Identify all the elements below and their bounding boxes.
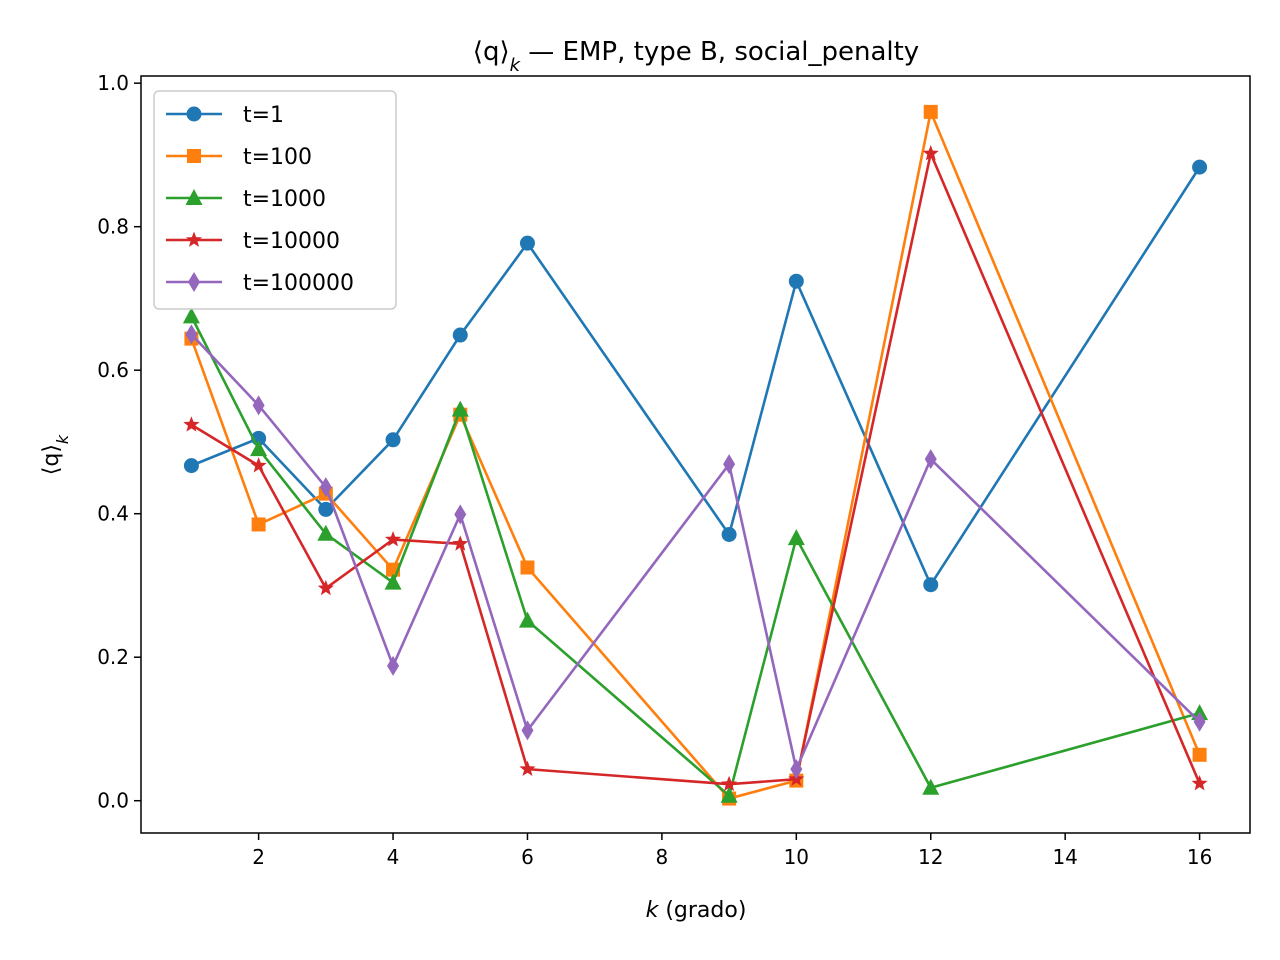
y-tick-label: 0.6 xyxy=(97,358,129,382)
series-layer xyxy=(182,104,1209,806)
legend-label: t=100000 xyxy=(243,271,354,296)
legend-marker xyxy=(188,272,200,292)
chart-title: ⟨q⟩k — EMP, type B, social_penalty xyxy=(473,37,919,76)
legend-marker xyxy=(185,189,203,205)
data-point xyxy=(924,449,937,470)
x-axis: 2 4 6 8 10 12 14 16 xyxy=(252,833,1212,869)
legend-label: t=10000 xyxy=(243,229,340,254)
data-point xyxy=(252,395,265,416)
x-tick-label: 10 xyxy=(784,845,809,869)
data-point xyxy=(452,535,469,551)
y-tick-label: 0.2 xyxy=(97,645,129,669)
data-point xyxy=(454,504,467,525)
series-line xyxy=(190,333,1201,771)
data-point xyxy=(384,573,402,590)
data-point xyxy=(182,307,200,324)
data-point xyxy=(519,235,535,251)
legend-item: t=10000 xyxy=(166,229,340,254)
series-line xyxy=(190,152,1201,786)
y-axis-label: ⟨q⟩k xyxy=(39,434,72,475)
legend-marker xyxy=(186,106,202,122)
x-tick-label: 12 xyxy=(918,845,943,869)
data-point xyxy=(1191,774,1208,791)
data-point xyxy=(1192,159,1208,175)
data-point xyxy=(452,327,468,343)
x-tick-label: 14 xyxy=(1052,845,1077,869)
data-point xyxy=(250,440,268,457)
data-point xyxy=(519,760,536,777)
series-line xyxy=(190,315,1200,797)
data-point xyxy=(922,144,939,161)
legend-item: t=1 xyxy=(166,103,284,128)
y-tick-label: 0.4 xyxy=(97,502,129,526)
legend-label: t=1 xyxy=(243,103,284,128)
series-line xyxy=(190,166,1201,587)
y-tick-label: 0.0 xyxy=(97,789,129,813)
data-point xyxy=(384,531,402,547)
data-point xyxy=(318,501,334,517)
data-point xyxy=(250,457,267,473)
plot-frame xyxy=(140,75,1251,834)
y-tick-label: 0.8 xyxy=(97,215,129,239)
legend-marker xyxy=(187,149,201,163)
data-point xyxy=(183,458,199,474)
data-point xyxy=(721,527,737,543)
data-point xyxy=(723,454,736,475)
x-tick-label: 6 xyxy=(521,845,534,869)
data-point xyxy=(788,273,804,289)
legend-item: t=100000 xyxy=(166,271,354,296)
data-point xyxy=(721,775,738,792)
series-5 xyxy=(185,324,1206,780)
x-tick-label: 4 xyxy=(387,845,400,869)
data-point xyxy=(387,655,400,676)
data-point xyxy=(922,778,940,795)
data-point xyxy=(183,416,200,432)
data-point xyxy=(1193,711,1206,732)
data-point xyxy=(518,611,536,628)
data-point xyxy=(317,579,334,596)
legend-box xyxy=(153,90,397,310)
legend: t=1 t=100 t=1000 t=10000 t=100000 xyxy=(153,90,397,310)
data-point xyxy=(787,529,805,546)
x-axis-label: k (grado) xyxy=(646,898,747,923)
legend-label: t=100 xyxy=(243,145,312,170)
data-point xyxy=(251,517,266,532)
data-point xyxy=(317,524,335,541)
x-tick-label: 8 xyxy=(656,845,669,869)
data-point xyxy=(319,477,332,498)
data-point xyxy=(451,400,469,417)
legend-marker xyxy=(185,231,203,247)
legend-item: t=100 xyxy=(166,145,312,170)
x-tick-label: 16 xyxy=(1187,845,1212,869)
data-point xyxy=(185,324,198,345)
x-tick-label: 2 xyxy=(252,845,265,869)
data-point xyxy=(521,720,534,741)
data-point xyxy=(520,560,535,575)
data-point xyxy=(1192,747,1207,762)
data-point xyxy=(923,577,939,593)
legend-label: t=1000 xyxy=(243,187,326,212)
y-tick-label: 1.0 xyxy=(97,71,129,95)
series-line xyxy=(190,110,1201,800)
data-point xyxy=(385,432,401,448)
legend-item: t=1000 xyxy=(166,187,326,212)
data-point xyxy=(790,759,803,780)
data-point xyxy=(720,786,738,803)
y-axis: 0.0 0.2 0.4 0.6 0.8 1.0 xyxy=(97,71,141,813)
data-point xyxy=(923,104,938,119)
